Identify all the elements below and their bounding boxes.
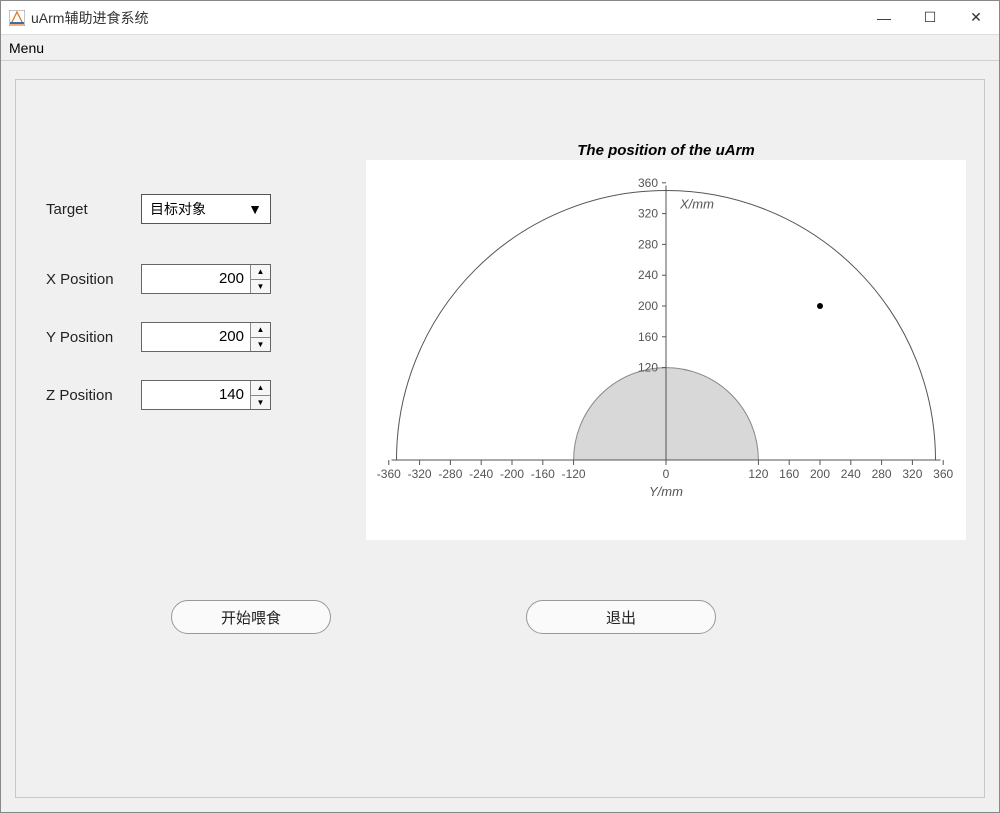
svg-text:200: 200: [638, 299, 658, 313]
z-spin-up[interactable]: ▲: [251, 381, 270, 396]
target-select[interactable]: 目标对象 ▼: [141, 194, 271, 224]
svg-text:320: 320: [638, 207, 658, 221]
x-row: X Position 200 ▲ ▼: [46, 264, 326, 294]
minimize-button[interactable]: —: [861, 1, 907, 34]
svg-text:-280: -280: [438, 467, 462, 481]
svg-text:160: 160: [779, 467, 799, 481]
svg-text:360: 360: [933, 467, 953, 481]
z-value: 140: [142, 381, 250, 409]
svg-text:160: 160: [638, 330, 658, 344]
target-value: 目标对象: [150, 199, 206, 219]
x-label: X Position: [46, 271, 141, 288]
maximize-button[interactable]: ☐: [907, 1, 953, 34]
x-value: 200: [142, 265, 250, 293]
window-controls: — ☐ ✕: [861, 1, 999, 34]
z-label: Z Position: [46, 387, 141, 404]
svg-text:-120: -120: [562, 467, 586, 481]
y-row: Y Position 200 ▲ ▼: [46, 322, 326, 352]
svg-text:-320: -320: [408, 467, 432, 481]
menubar: Menu: [1, 35, 999, 61]
y-spin-down[interactable]: ▼: [251, 338, 270, 352]
x-spinner-buttons: ▲ ▼: [250, 265, 270, 293]
svg-text:120: 120: [748, 467, 768, 481]
svg-text:360: 360: [638, 176, 658, 190]
svg-text:200: 200: [810, 467, 830, 481]
exit-button[interactable]: 退出: [526, 600, 716, 634]
app-icon: [9, 10, 25, 26]
svg-text:-160: -160: [531, 467, 555, 481]
app-window: uArm辅助进食系统 — ☐ ✕ Menu Target 目标对象 ▼ X Po…: [0, 0, 1000, 813]
y-value: 200: [142, 323, 250, 351]
titlebar: uArm辅助进食系统 — ☐ ✕: [1, 1, 999, 35]
uarm-chart: -360 -320 -280 -240 -200 -160 -120 0 120 160 200 24…: [366, 160, 966, 540]
svg-text:120: 120: [638, 361, 658, 375]
svg-text:X/mm: X/mm: [679, 197, 714, 212]
z-spinner[interactable]: 140 ▲ ▼: [141, 380, 271, 410]
chart-title: The position of the uArm: [366, 142, 966, 159]
svg-text:-240: -240: [469, 467, 493, 481]
svg-text:280: 280: [872, 467, 892, 481]
svg-text:-200: -200: [500, 467, 524, 481]
content-panel: Target 目标对象 ▼ X Position 200 ▲ ▼ Y Posit…: [15, 79, 985, 798]
svg-text:-360: -360: [377, 467, 401, 481]
z-spinner-buttons: ▲ ▼: [250, 381, 270, 409]
start-button[interactable]: 开始喂食: [171, 600, 331, 634]
y-spin-up[interactable]: ▲: [251, 323, 270, 338]
chevron-down-icon: ▼: [248, 201, 262, 217]
controls-panel: Target 目标对象 ▼ X Position 200 ▲ ▼ Y Posit…: [46, 194, 326, 438]
x-spinner[interactable]: 200 ▲ ▼: [141, 264, 271, 294]
svg-text:0: 0: [663, 467, 670, 481]
target-label: Target: [46, 201, 141, 218]
svg-text:240: 240: [841, 467, 861, 481]
svg-text:240: 240: [638, 268, 658, 282]
chart-area: -360 -320 -280 -240 -200 -160 -120 0 120 160 200 24…: [366, 160, 966, 540]
y-spinner-buttons: ▲ ▼: [250, 323, 270, 351]
window-title: uArm辅助进食系统: [31, 8, 148, 28]
svg-text:280: 280: [638, 237, 658, 251]
target-row: Target 目标对象 ▼: [46, 194, 326, 224]
svg-text:320: 320: [902, 467, 922, 481]
y-label: Y Position: [46, 329, 141, 346]
z-row: Z Position 140 ▲ ▼: [46, 380, 326, 410]
x-spin-down[interactable]: ▼: [251, 280, 270, 294]
z-spin-down[interactable]: ▼: [251, 396, 270, 410]
svg-text:Y/mm: Y/mm: [649, 484, 683, 499]
menu-item-menu[interactable]: Menu: [9, 40, 44, 56]
x-spin-up[interactable]: ▲: [251, 265, 270, 280]
close-button[interactable]: ✕: [953, 1, 999, 34]
y-spinner[interactable]: 200 ▲ ▼: [141, 322, 271, 352]
